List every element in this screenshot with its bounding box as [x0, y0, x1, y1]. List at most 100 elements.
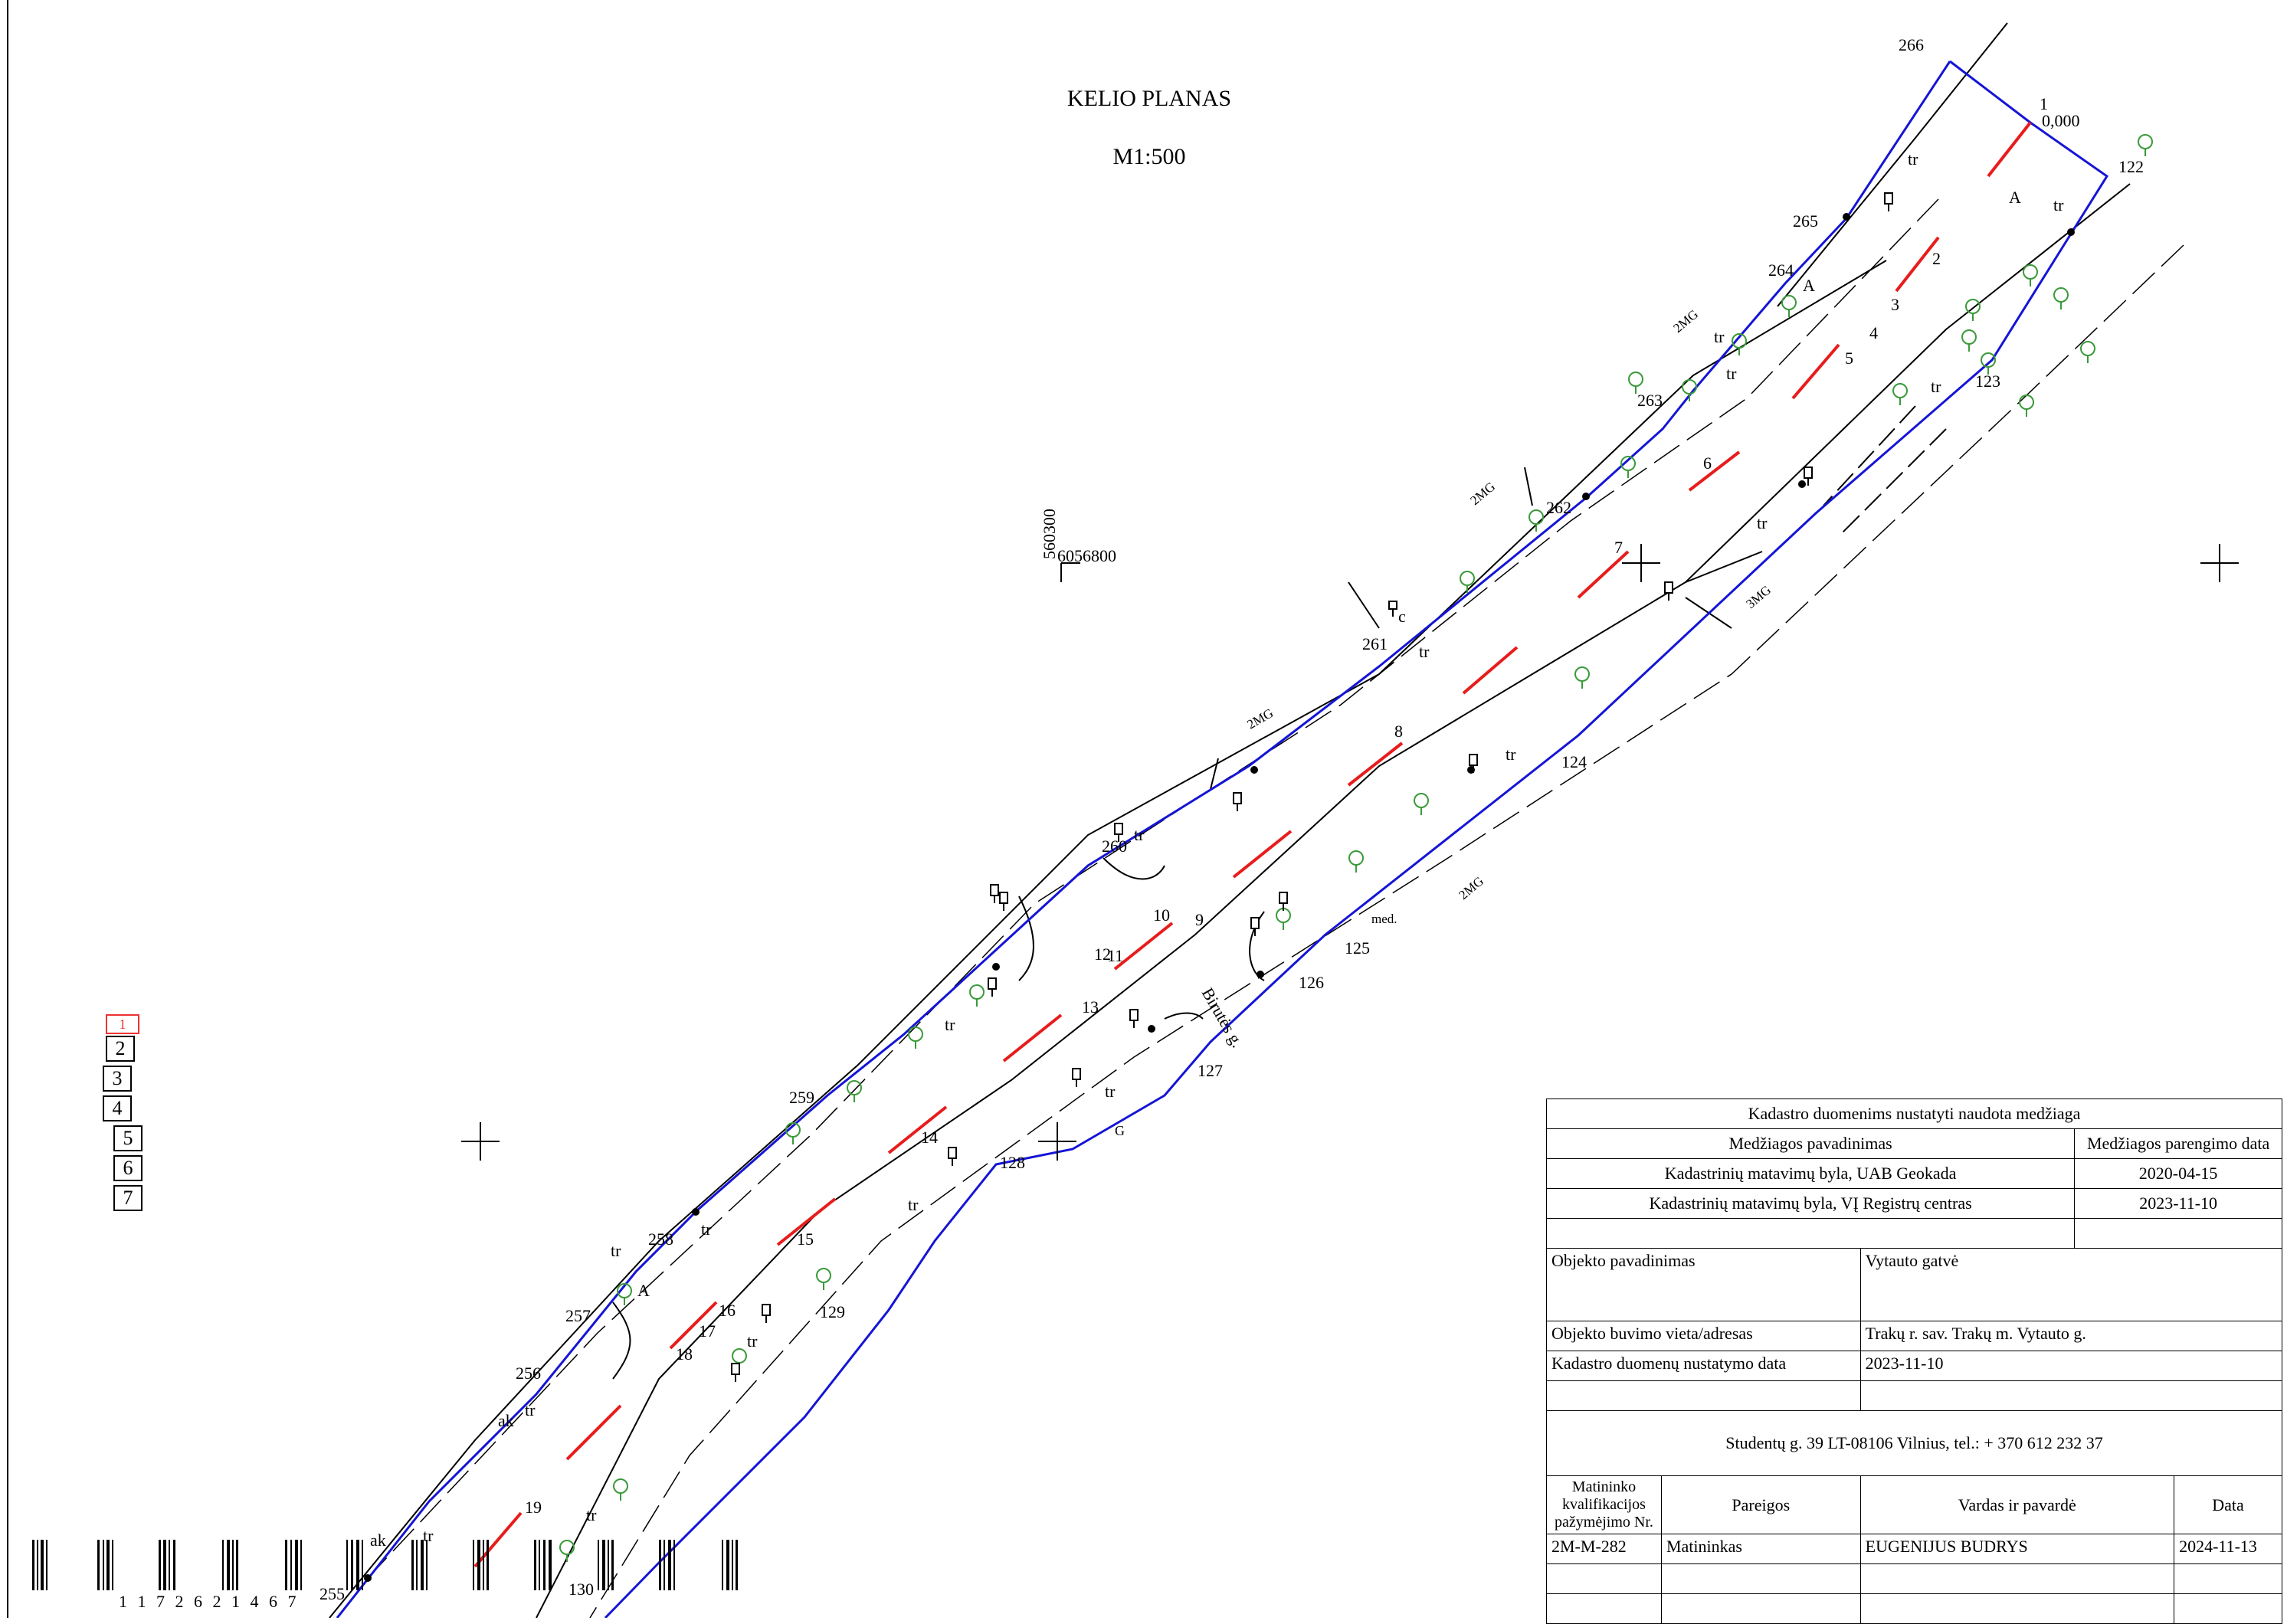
boundary-south	[604, 60, 2109, 1618]
axis-point-5: 5	[1845, 349, 1853, 368]
tree-icon	[2023, 264, 2038, 286]
sheet-link-4[interactable]: 4	[103, 1095, 132, 1121]
point-262: 262	[1546, 498, 1571, 517]
point-128: 128	[1000, 1153, 1025, 1172]
label-tr: tr	[701, 1220, 712, 1239]
point-261: 261	[1362, 634, 1388, 653]
pole-icon	[1129, 1009, 1139, 1028]
label-tr: tr	[908, 1195, 919, 1214]
label-2MG: 2MG	[1467, 479, 1498, 508]
side-path-north	[1777, 22, 2008, 307]
axis-point-4: 4	[1869, 323, 1878, 342]
tree-icon	[2019, 395, 2034, 417]
pole-icon	[762, 1304, 771, 1323]
sheet-link-2[interactable]: 2	[106, 1036, 135, 1062]
label-2MG: 2MG	[1245, 706, 1276, 732]
tree-icon	[2053, 287, 2069, 309]
tree-icon	[613, 1478, 628, 1501]
col-name: Vardas ir pavardė	[1859, 1475, 2175, 1534]
label-tr: tr	[525, 1400, 536, 1419]
pole-icon	[988, 977, 997, 997]
surveyor-license: 2M-M-282	[1546, 1534, 1662, 1564]
axis-point-18: 18	[676, 1344, 693, 1364]
trees	[559, 134, 2153, 1562]
axis-point-13: 13	[1082, 997, 1099, 1017]
map-scale: M1:500	[1112, 144, 1186, 169]
tree-icon	[847, 1080, 862, 1102]
point-129: 129	[820, 1302, 845, 1321]
point-260: 260	[1102, 837, 1127, 856]
sheet-link-1[interactable]: 1	[106, 1014, 139, 1034]
label-ak: ak	[370, 1531, 386, 1550]
sheet-link-7[interactable]: 7	[113, 1185, 143, 1211]
label-tr: tr	[747, 1331, 758, 1351]
road-edges	[329, 22, 2131, 1618]
label-tr: tr	[1757, 513, 1768, 532]
poles	[731, 192, 1893, 1382]
object-name-value: Vytauto gatvė	[1859, 1248, 2283, 1321]
point-265: 265	[1793, 211, 1818, 231]
point-127: 127	[1198, 1061, 1223, 1080]
road-axis	[473, 121, 2032, 1568]
pole-icon	[948, 1147, 957, 1166]
surveyor-role: Matininkas	[1660, 1534, 1861, 1564]
pole-icon	[1279, 892, 1288, 911]
tree-icon	[1348, 850, 1364, 873]
tree-icon	[908, 1026, 923, 1049]
point-266: 266	[1899, 35, 1924, 54]
date-label: Kadastro duomenų nustatymo data	[1546, 1351, 1861, 1381]
axis-point-19: 19	[525, 1498, 542, 1517]
axis-point-8: 8	[1394, 722, 1403, 741]
pole-icon	[999, 892, 1008, 911]
axis-point-17: 17	[699, 1321, 716, 1341]
label-3MG: 3MG	[1743, 582, 1774, 611]
sheet-link-3[interactable]: 3	[103, 1066, 132, 1092]
grid-crosshairs	[461, 544, 2239, 1161]
location-value: Trakų r. sav. Trakų m. Vytauto g.	[1859, 1321, 2283, 1351]
label-tr: tr	[1726, 364, 1737, 383]
axis-point-3: 3	[1891, 295, 1899, 314]
axis-point-12: 12	[1094, 945, 1111, 964]
road-edge-south	[536, 183, 2131, 1618]
col-material-name: Medžiagos pavadinimas	[1545, 1128, 2076, 1159]
label-tr: tr	[1105, 1082, 1116, 1101]
point-259: 259	[789, 1088, 814, 1107]
col-license: Matininko kvalifikacijos pažymėjimo Nr.	[1546, 1475, 1662, 1534]
surveyor-date: 2024-11-13	[2174, 1534, 2282, 1564]
crosshair-icon	[1060, 562, 1080, 582]
tree-icon	[1620, 456, 1636, 478]
label-tr: tr	[1506, 745, 1516, 764]
label-tr: tr	[945, 1015, 955, 1034]
cadastral-boundary	[336, 60, 2109, 1618]
tree-icon	[785, 1122, 801, 1144]
col-material-date: Medžiagos parengimo data	[2074, 1128, 2282, 1159]
label-tr: tr	[586, 1505, 597, 1524]
tree-icon	[1628, 372, 1643, 394]
tree-icon	[1732, 333, 1747, 355]
point-264: 264	[1768, 260, 1794, 280]
pole-icon	[1884, 192, 1893, 211]
label-tr: tr	[423, 1526, 434, 1545]
label-G: G	[1115, 1123, 1125, 1138]
tree-icon	[1961, 329, 1977, 352]
pole-icon	[1388, 601, 1397, 617]
point-256: 256	[516, 1364, 541, 1383]
tree-icon	[617, 1283, 632, 1305]
point-122: 122	[2118, 157, 2144, 176]
label-tr: tr	[1908, 149, 1918, 169]
tree-icon	[1574, 666, 1590, 689]
boundary-north	[336, 61, 1951, 1618]
tree-icon	[1414, 793, 1429, 815]
label-tr: tr	[611, 1241, 621, 1260]
sheet-link-5[interactable]: 5	[113, 1125, 143, 1151]
axis-point-14: 14	[921, 1128, 938, 1147]
label-tr: tr	[1419, 642, 1430, 661]
point-125: 125	[1345, 938, 1370, 958]
sheet-link-6[interactable]: 6	[113, 1155, 143, 1181]
title-block: Kadastro duomenims nustatyti naudota med…	[1545, 1098, 2283, 1624]
map-title: KELIO PLANAS	[1067, 86, 1232, 111]
axis-point-6: 6	[1703, 453, 1712, 473]
date-value: 2023-11-10	[1859, 1351, 2283, 1381]
tree-icon	[816, 1268, 831, 1290]
